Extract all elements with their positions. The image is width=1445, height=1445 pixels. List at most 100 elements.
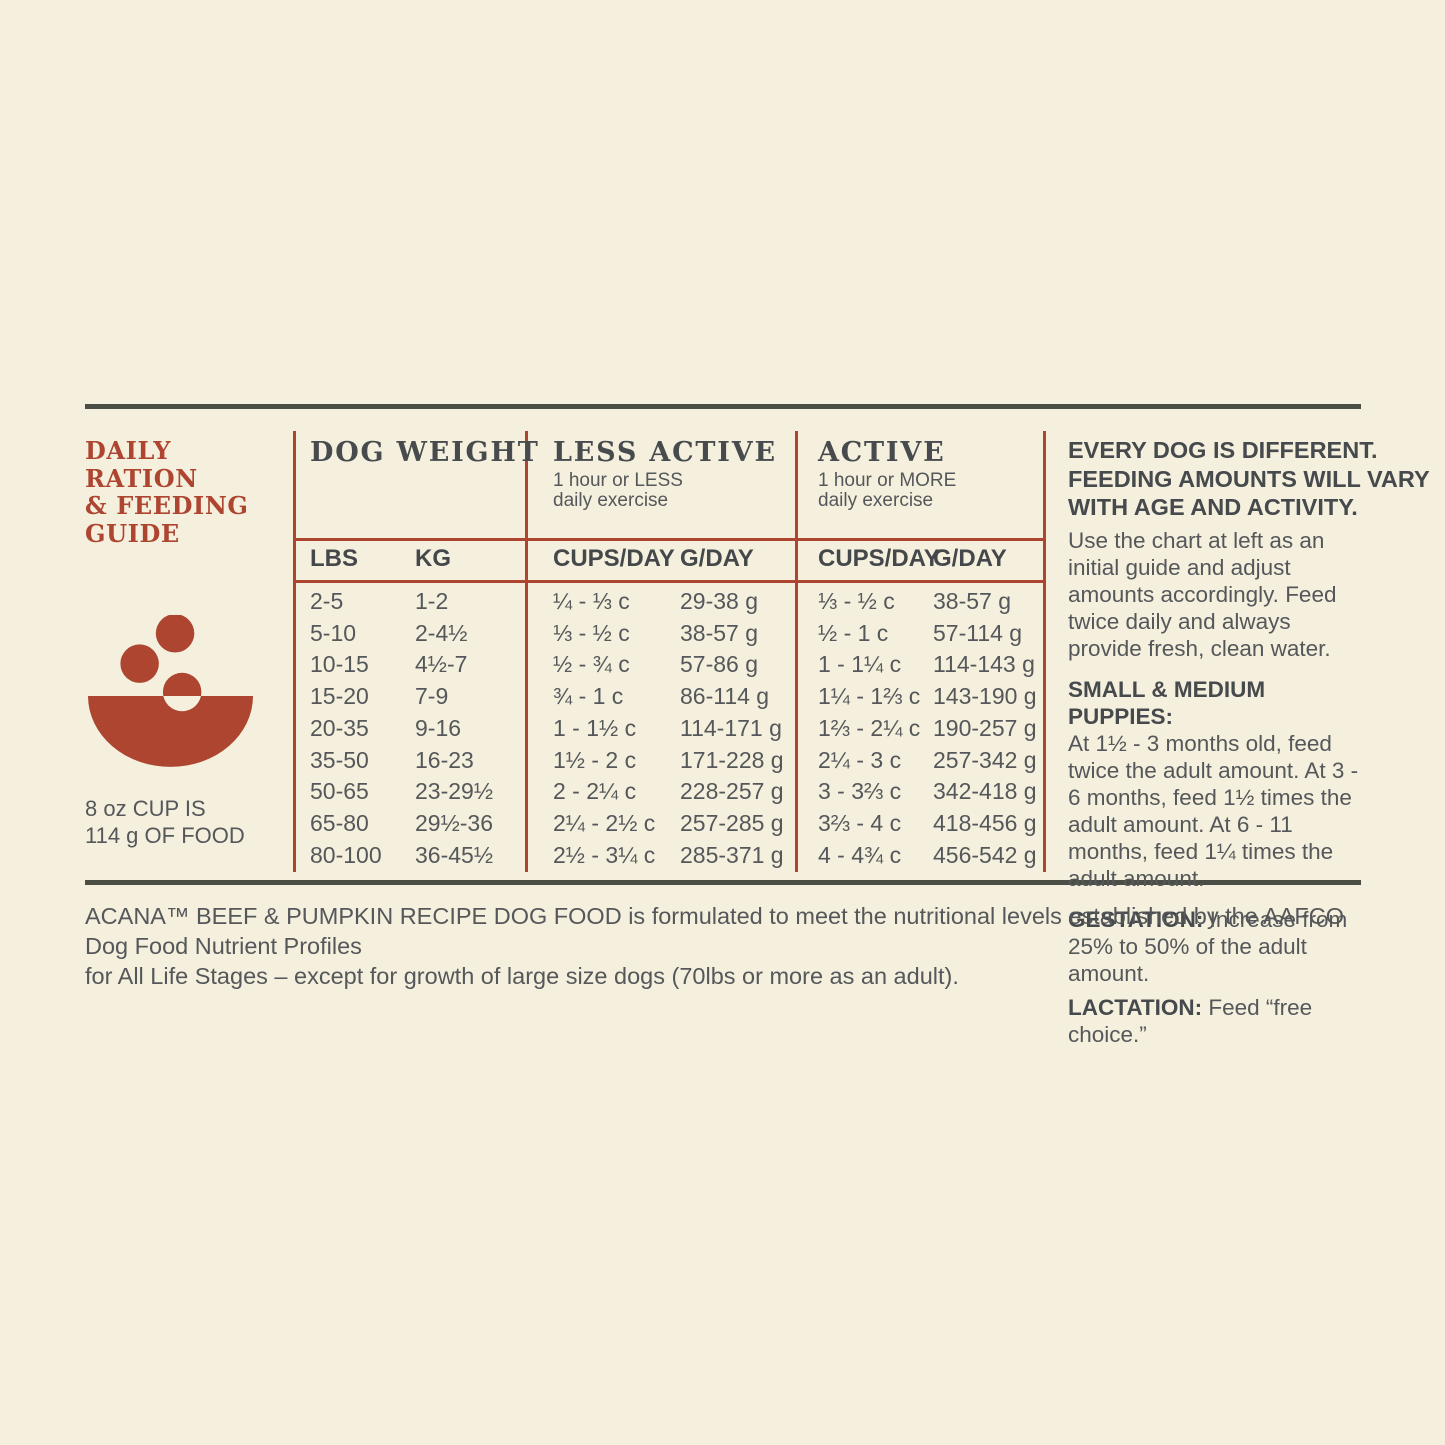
less-active-grams-cell: 29-38 g	[680, 588, 759, 614]
lbs-cell: 15-20	[310, 683, 369, 710]
kg-cell: 2-4½	[415, 619, 468, 646]
less-active-grams-cell: 228-257 g	[680, 778, 784, 805]
kg-cell: 23-29½	[415, 778, 494, 805]
table-row: 20-35 9-16 1 - 1½ c 114-171 g 1⅔ - 2¼ c 190-2…	[293, 713, 1046, 745]
table-vline	[795, 431, 798, 872]
group-header-less-active: LESS ACTIVE	[553, 437, 777, 468]
column-header-la-grams: G/DAY	[680, 545, 754, 572]
subtitle-line: 1 hour or MORE	[818, 470, 957, 491]
table-vline	[525, 431, 528, 872]
column-header-active-cups: CUPS/DAY	[818, 545, 940, 572]
active-grams-cell: 190-257 g	[933, 714, 1037, 741]
kg-cell: 36-45½	[415, 841, 494, 868]
lactation-note: LACTATION: Feed “free choice.”	[1068, 994, 1368, 1048]
feeding-table: DOG WEIGHT LESS ACTIVE ACTIVE 1 hour or …	[293, 431, 1046, 872]
table-row: 35-50 16-23 1½ - 2 c 171-228 g 2¼ - 3 c 257-3…	[293, 745, 1046, 777]
puppies-text: At 1½ - 3 months old, feed twice the adu…	[1068, 730, 1359, 891]
active-cups-cell: ⅓ - ½ c	[818, 588, 895, 614]
group-header-dog-weight: DOG WEIGHT	[310, 437, 540, 468]
table-hline	[293, 580, 1046, 583]
active-grams-cell: 114-143 g	[933, 651, 1035, 678]
less-active-cups-cell: 1 - 1½ c	[553, 714, 637, 741]
less-active-cups-cell: 2 - 2¼ c	[553, 778, 637, 805]
active-cups-cell: 2¼ - 3 c	[818, 746, 902, 773]
advice-heading-line: EVERY DOG IS DIFFERENT.	[1068, 437, 1378, 463]
lbs-cell: 10-15	[310, 651, 369, 678]
advice-intro: Use the chart at left as an initial guid…	[1068, 527, 1337, 661]
less-active-grams-cell: 38-57 g	[680, 619, 759, 646]
active-cups-cell: ½ - 1 c	[818, 619, 889, 646]
active-grams-cell: 38-57 g	[933, 588, 1012, 614]
aafco-statement-line: ACANA™ BEEF & PUMPKIN RECIPE DOG FOOD is…	[85, 903, 1345, 959]
active-cups-cell: 1 - 1¼ c	[818, 651, 902, 678]
page-title-line: DAILY RATION	[85, 436, 198, 493]
less-active-cups-cell: 1½ - 2 c	[553, 746, 637, 773]
active-grams-cell: 342-418 g	[933, 778, 1037, 805]
advice-heading-line: FEEDING AMOUNTS WILL VARY	[1068, 465, 1430, 492]
page-title-line: GUIDE	[85, 518, 180, 548]
lbs-cell: 35-50	[310, 746, 369, 773]
less-active-grams-cell: 257-285 g	[680, 809, 784, 836]
lbs-cell: 5-10	[310, 619, 357, 646]
gestation-note: GESTATION: Increase from 25% to 50% of t…	[1068, 906, 1368, 987]
kg-cell: 4½-7	[415, 651, 468, 678]
less-active-cups-cell: ⅓ - ½ c	[553, 619, 630, 646]
lbs-cell: 2-5	[310, 588, 344, 614]
kg-cell: 9-16	[415, 714, 462, 741]
less-active-grams-cell: 171-228 g	[680, 746, 784, 773]
less-active-grams-cell: 57-86 g	[680, 651, 759, 678]
kg-cell: 1-2	[415, 588, 449, 614]
active-grams-cell: 143-190 g	[933, 683, 1037, 710]
active-grams-cell: 257-342 g	[933, 746, 1037, 773]
table-row: 50-65 23-29½ 2 - 2¼ c 228-257 g 3 - 3⅔ c 342-…	[293, 776, 1046, 808]
lactation-label: LACTATION:	[1068, 994, 1203, 1020]
lbs-cell: 50-65	[310, 778, 369, 805]
column-header-la-cups: CUPS/DAY	[553, 545, 675, 572]
aafco-statement-line: for All Life Stages – except for growth …	[85, 963, 959, 989]
lactation-text: Feed “free choice.”	[1068, 994, 1313, 1047]
page-title-line: & FEEDING	[85, 491, 249, 520]
lbs-cell: 20-35	[310, 714, 369, 741]
puppies-label: SMALL & MEDIUM PUPPIES:	[1068, 676, 1266, 729]
active-cups-cell: 3 - 3⅔ c	[818, 778, 902, 805]
bowl-with-kibble-icon	[88, 614, 253, 767]
active-subtitle: 1 hour or MORE daily exercise	[818, 471, 956, 511]
table-row: 10-15 4½-7 ½ - ¾ c 57-86 g 1 - 1¼ c 114-143 g	[293, 649, 1046, 681]
aafco-statement: ACANA™ BEEF & PUMPKIN RECIPE DOG FOOD is…	[85, 901, 1385, 991]
kg-cell: 16-23	[415, 746, 474, 773]
less-active-cups-cell: 2¼ - 2½ c	[553, 809, 656, 836]
top-divider	[85, 404, 1361, 409]
table-vline	[293, 431, 296, 872]
table-row: 80-100 36-45½ 2½ - 3¼ c 285-371 g 4 - 4¾ c 45…	[293, 840, 1046, 872]
cup-equivalence-note: 8 oz CUP IS 114 g OF FOOD	[85, 795, 245, 849]
active-cups-cell: 1⅔ - 2¼ c	[818, 714, 921, 741]
advice-heading: EVERY DOG IS DIFFERENT. FEEDING AMOUNTS …	[1068, 436, 1430, 522]
less-active-subtitle: 1 hour or LESS daily exercise	[553, 471, 683, 511]
table-row: 5-10 2-4½ ⅓ - ½ c 38-57 g ½ - 1 c 57-114 g	[293, 618, 1046, 650]
subtitle-line: daily exercise	[818, 490, 934, 511]
column-header-lbs: LBS	[310, 545, 358, 572]
cup-note-line: 114 g OF FOOD	[85, 823, 245, 848]
less-active-grams-cell: 86-114 g	[680, 683, 770, 710]
page-title: DAILY RATION & FEEDING GUIDE	[85, 437, 285, 547]
less-active-cups-cell: ½ - ¾ c	[553, 651, 630, 678]
active-grams-cell: 418-456 g	[933, 809, 1037, 836]
kg-cell: 29½-36	[415, 809, 494, 836]
less-active-grams-cell: 114-171 g	[680, 714, 782, 741]
advice-heading-line: WITH AGE AND ACTIVITY.	[1068, 494, 1358, 520]
less-active-cups-cell: 2½ - 3¼ c	[553, 841, 656, 868]
cup-note-line: 8 oz CUP IS	[85, 796, 206, 821]
less-active-cups-cell: ¾ - 1 c	[553, 683, 624, 710]
active-grams-cell: 456-542 g	[933, 841, 1037, 868]
subtitle-line: daily exercise	[553, 490, 669, 511]
table-vline	[1043, 431, 1046, 872]
table-row: 65-80 29½-36 2¼ - 2½ c 257-285 g 3⅔ - 4 c 418…	[293, 808, 1046, 840]
lbs-cell: 80-100	[310, 841, 382, 868]
left-panel: DAILY RATION & FEEDING GUIDE 8 oz CUP IS…	[85, 437, 285, 848]
less-active-grams-cell: 285-371 g	[680, 841, 784, 868]
active-cups-cell: 4 - 4¾ c	[818, 841, 902, 868]
kg-cell: 7-9	[415, 683, 449, 710]
column-header-kg: KG	[415, 545, 451, 572]
table-row: 2-5 1-2 ¼ - ⅓ c 29-38 g ⅓ - ½ c 38-57 g	[293, 586, 1046, 618]
